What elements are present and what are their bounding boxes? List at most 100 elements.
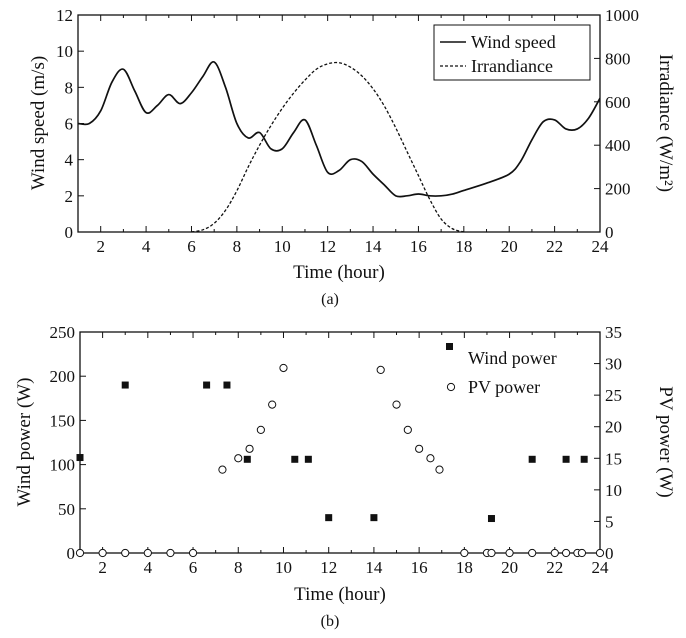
y-left-tick-label: 0 <box>67 544 76 563</box>
point-wind-power <box>528 455 536 463</box>
point-wind-power <box>580 455 588 463</box>
y-right-tick-label: 15 <box>605 449 622 468</box>
caption-b: (b) <box>321 613 340 630</box>
point-wind-power <box>562 455 570 463</box>
series-b <box>75 363 605 558</box>
x-tick-label: 24 <box>592 237 610 256</box>
ticks-a: 2 4 6 8 10 12 14 16 18 20 22 2402468101202004006008… <box>56 6 639 256</box>
x-tick-label: 14 <box>365 558 383 577</box>
x-tick-label: 22 <box>546 237 563 256</box>
y-right-tick-label: 35 <box>605 323 622 342</box>
y-left-tick-label: 4 <box>65 151 74 170</box>
point-pv-power <box>426 454 435 463</box>
point-wind-power <box>370 514 378 522</box>
point-pv-power <box>487 548 496 558</box>
legend-a: Wind speed Irrandiance <box>433 24 591 81</box>
x-tick-label: 20 <box>501 237 518 256</box>
x-tick-label: 20 <box>501 558 518 577</box>
legend-marker-pv-power <box>446 382 456 392</box>
point-wind-power <box>121 381 129 389</box>
x-axis-label-b: Time (hour) <box>294 584 386 605</box>
legend-box-a <box>433 24 591 81</box>
legend-label-wind-speed: Wind speed <box>471 32 556 52</box>
y-right-tick-label: 0 <box>605 223 614 242</box>
plot-frame-b <box>79 331 601 554</box>
y-right-tick-label: 800 <box>605 49 631 68</box>
legend-label-pv-power: PV power <box>468 377 540 397</box>
point-pv-power <box>435 465 444 474</box>
x-tick-label: 12 <box>319 237 336 256</box>
y-right-tick-label: 600 <box>605 93 631 112</box>
y-right-tick-label: 25 <box>605 386 622 405</box>
ticks-b: 2 4 6 8 10 12 14 16 18 20 22 2405010015020025005101… <box>50 323 623 577</box>
x-tick-label: 22 <box>546 558 563 577</box>
panel-a: 2 4 6 8 10 12 14 16 18 20 22 2402468101202004006008… <box>28 6 676 308</box>
point-pv-power <box>75 548 85 558</box>
x-axis-label-a: Time (hour) <box>293 262 385 283</box>
y-left-tick-label: 2 <box>65 187 74 206</box>
y-right-tick-label: 30 <box>605 355 622 374</box>
y-left-tick-label: 150 <box>50 411 76 430</box>
y-right-tick-label: 10 <box>605 481 622 500</box>
y-right-tick-label: 5 <box>605 512 614 531</box>
x-tick-label: 6 <box>187 237 196 256</box>
point-wind-power <box>304 455 312 463</box>
point-pv-power <box>234 454 243 463</box>
x-tick-label: 2 <box>96 237 105 256</box>
y-left-tick-label: 10 <box>56 42 73 61</box>
series-a <box>78 61 600 232</box>
point-pv-power <box>577 548 587 558</box>
y-left-tick-label: 200 <box>50 367 76 386</box>
x-tick-label: 10 <box>274 237 291 256</box>
point-pv-power <box>403 425 412 434</box>
point-pv-power <box>121 548 130 558</box>
y-right-tick-label: 1000 <box>605 6 639 25</box>
y-left-tick-label: 12 <box>56 6 73 25</box>
x-tick-label: 14 <box>365 237 383 256</box>
y-right-tick-label: 200 <box>605 180 631 199</box>
y-left-tick-label: 6 <box>65 115 74 134</box>
point-pv-power <box>415 444 424 453</box>
legend-b: Wind power PV power <box>446 343 557 397</box>
x-tick-label: 4 <box>142 237 151 256</box>
y-axis-label-left-a: Wind speed (m/s) <box>28 56 49 190</box>
y-right-tick-label: 20 <box>605 418 622 437</box>
point-wind-power <box>203 381 211 389</box>
point-pv-power <box>188 548 198 558</box>
series-line-wind-speed <box>78 61 600 198</box>
point-pv-power <box>166 548 175 558</box>
point-pv-power <box>561 548 571 558</box>
point-wind-power <box>223 381 231 389</box>
point-pv-power <box>392 400 401 409</box>
point-wind-power <box>487 515 495 523</box>
y-left-tick-label: 100 <box>50 456 76 475</box>
y-axis-label-right-b: PV power (W) <box>655 386 676 498</box>
point-pv-power <box>505 548 514 558</box>
series-line-irrandiance <box>191 61 465 232</box>
y-left-tick-label: 250 <box>50 323 76 342</box>
y-right-tick-label: 0 <box>605 544 614 563</box>
y-right-tick-label: 400 <box>605 136 631 155</box>
x-tick-label: 4 <box>144 558 153 577</box>
x-tick-label: 10 <box>275 558 292 577</box>
point-pv-power <box>98 548 107 558</box>
y-axis-label-right-a: Irradiance (W/m²) <box>655 54 676 192</box>
x-tick-label: 8 <box>233 237 242 256</box>
x-tick-label: 24 <box>592 558 610 577</box>
series-area-a <box>78 61 600 232</box>
point-pv-power <box>460 548 469 558</box>
point-pv-power <box>256 425 265 434</box>
point-wind-power <box>325 514 333 522</box>
point-pv-power <box>268 400 277 409</box>
y-left-tick-label: 0 <box>65 223 74 242</box>
point-pv-power <box>218 465 227 474</box>
point-pv-power <box>279 363 288 373</box>
x-tick-label: 2 <box>98 558 107 577</box>
y-left-tick-label: 8 <box>65 78 74 97</box>
point-wind-power <box>76 454 84 462</box>
y-left-tick-label: 50 <box>58 500 75 519</box>
panel-b: 2 4 6 8 10 12 14 16 18 20 22 2405010015020025005101… <box>14 323 676 630</box>
x-tick-label: 6 <box>189 558 198 577</box>
legend-marker-wind-power <box>446 343 453 350</box>
